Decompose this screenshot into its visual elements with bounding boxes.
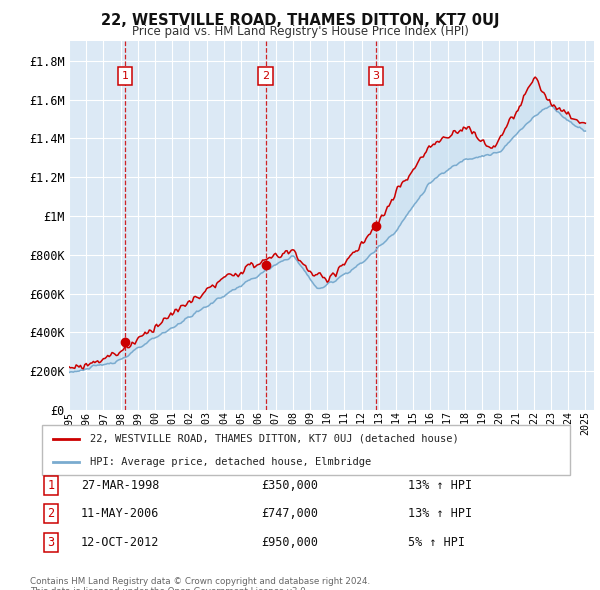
Text: 2: 2 [262, 71, 269, 81]
Text: 12-OCT-2012: 12-OCT-2012 [81, 536, 160, 549]
Text: Price paid vs. HM Land Registry's House Price Index (HPI): Price paid vs. HM Land Registry's House … [131, 25, 469, 38]
Text: 5% ↑ HPI: 5% ↑ HPI [408, 536, 465, 549]
Text: 1: 1 [121, 71, 128, 81]
Text: £950,000: £950,000 [261, 536, 318, 549]
Text: 3: 3 [47, 536, 55, 549]
Text: £350,000: £350,000 [261, 479, 318, 492]
Text: 11-MAY-2006: 11-MAY-2006 [81, 507, 160, 520]
Text: 22, WESTVILLE ROAD, THAMES DITTON, KT7 0UJ (detached house): 22, WESTVILLE ROAD, THAMES DITTON, KT7 0… [89, 434, 458, 444]
Text: Contains HM Land Registry data © Crown copyright and database right 2024.
This d: Contains HM Land Registry data © Crown c… [30, 577, 370, 590]
FancyBboxPatch shape [42, 425, 570, 475]
Text: 13% ↑ HPI: 13% ↑ HPI [408, 507, 472, 520]
Text: £747,000: £747,000 [261, 507, 318, 520]
Text: 27-MAR-1998: 27-MAR-1998 [81, 479, 160, 492]
Text: 2: 2 [47, 507, 55, 520]
Text: 22, WESTVILLE ROAD, THAMES DITTON, KT7 0UJ: 22, WESTVILLE ROAD, THAMES DITTON, KT7 0… [101, 13, 499, 28]
Text: 1: 1 [47, 479, 55, 492]
Text: 3: 3 [373, 71, 379, 81]
Text: HPI: Average price, detached house, Elmbridge: HPI: Average price, detached house, Elmb… [89, 457, 371, 467]
Text: 13% ↑ HPI: 13% ↑ HPI [408, 479, 472, 492]
